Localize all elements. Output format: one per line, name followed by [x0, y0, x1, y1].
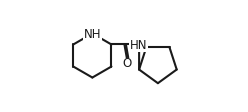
Text: O: O: [122, 57, 131, 70]
Text: HN: HN: [130, 39, 148, 52]
Text: NH: NH: [84, 28, 101, 41]
